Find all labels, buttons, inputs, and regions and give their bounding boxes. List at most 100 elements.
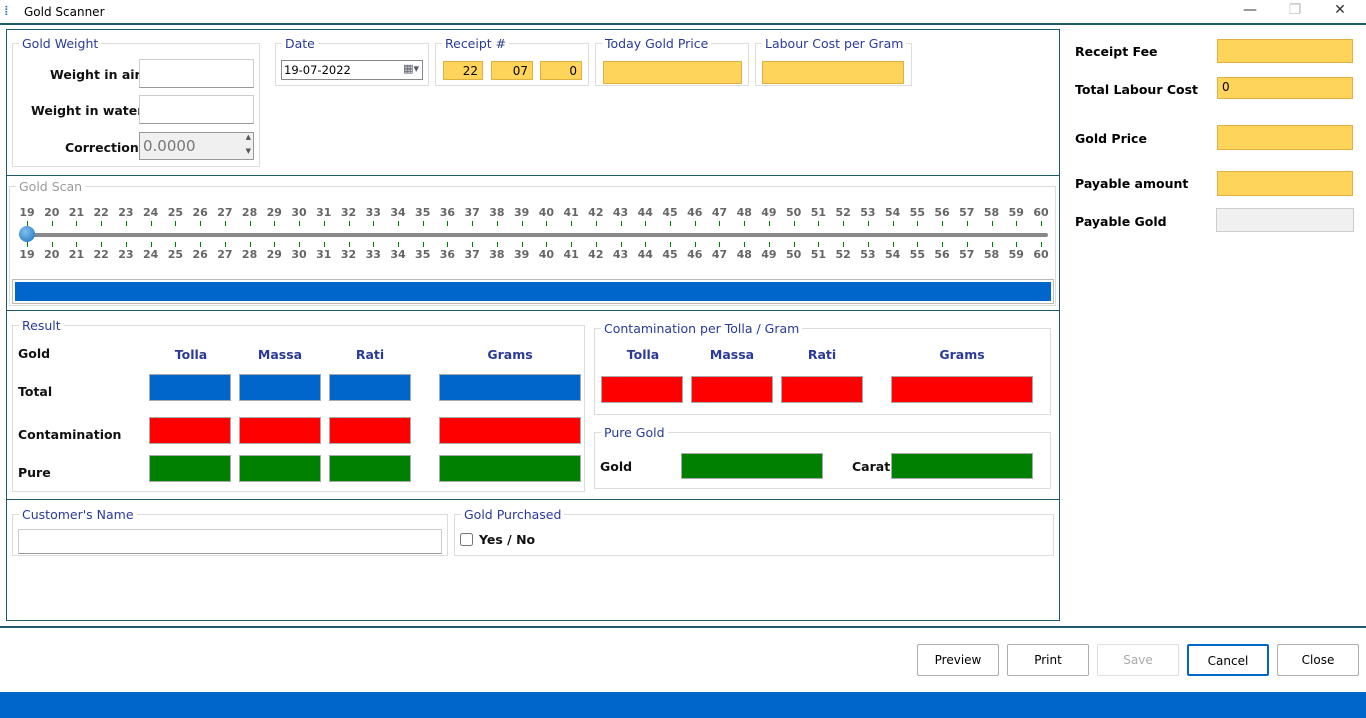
save-button[interactable]: Save: [1097, 644, 1179, 676]
contamination-cell: [601, 376, 683, 403]
tick-label: 40: [538, 206, 555, 219]
contamination-col-header: Massa: [709, 347, 755, 362]
tick-label: 29: [266, 206, 282, 219]
close-button[interactable]: Close: [1277, 644, 1359, 676]
tick-mark: [917, 221, 919, 226]
cancel-button[interactable]: Cancel: [1187, 644, 1269, 676]
tick-label: 27: [217, 248, 233, 261]
tick-mark: [76, 242, 78, 247]
tick-label: 39: [513, 206, 530, 219]
tick-mark: [224, 221, 226, 226]
tick-label: 59: [1008, 206, 1024, 219]
tick-mark: [892, 242, 894, 247]
tick-label: 21: [68, 206, 85, 219]
tick-label: 51: [810, 206, 827, 219]
tick-label: 43: [612, 206, 629, 219]
purchased-checkbox[interactable]: [460, 533, 473, 546]
tick-mark: [966, 221, 968, 226]
payable-gold-label: Payable Gold: [1075, 214, 1167, 229]
preview-button[interactable]: Preview: [917, 644, 999, 676]
tick-mark: [125, 221, 127, 226]
tick-label: 59: [1008, 248, 1024, 261]
group-title: Result: [22, 318, 61, 333]
scan-slider-track[interactable]: [22, 233, 1048, 237]
tick-mark: [472, 242, 474, 247]
tick-mark: [323, 221, 325, 226]
customer-group: Customer's Name: [12, 507, 448, 556]
result-cell: [329, 374, 411, 401]
tick-mark: [843, 242, 845, 247]
contamination-cell: [691, 376, 773, 403]
receipt-year[interactable]: 22: [443, 61, 483, 80]
contamination-cell: [891, 376, 1033, 403]
tick-label: 29: [266, 248, 282, 261]
labour-input[interactable]: [762, 61, 904, 84]
receipt-month[interactable]: 07: [491, 61, 533, 80]
chevron-down-icon[interactable]: ▼: [245, 147, 251, 155]
tick-label: 41: [563, 248, 579, 261]
gold-price-input[interactable]: [603, 61, 742, 84]
tick-label: 19: [19, 248, 35, 261]
tick-mark: [447, 242, 449, 247]
result-cell: [149, 374, 231, 401]
tick-mark: [818, 221, 820, 226]
result-col-header: Grams: [487, 347, 533, 362]
gold-price-label: Gold Price: [1075, 131, 1147, 146]
print-button[interactable]: Print: [1007, 644, 1089, 676]
result-row-label: Pure: [18, 465, 51, 480]
tick-mark: [397, 221, 399, 226]
customer-name-input[interactable]: [18, 529, 442, 554]
scan-slider-thumb[interactable]: [19, 226, 35, 242]
tick-label: 33: [365, 206, 381, 219]
tick-label: 50: [786, 206, 802, 219]
pure-gold-value: [681, 453, 823, 479]
minimize-button[interactable]: —: [1243, 2, 1257, 18]
receipt-number[interactable]: 0: [540, 61, 582, 80]
tick-label: 49: [761, 248, 777, 261]
tick-label: 26: [192, 248, 208, 261]
tick-label: 52: [835, 248, 851, 261]
tick-mark: [274, 242, 276, 247]
tick-label: 45: [662, 206, 678, 219]
tick-mark: [200, 221, 202, 226]
divider: [6, 499, 1060, 500]
tick-label: 20: [44, 206, 60, 219]
tick-mark: [348, 242, 350, 247]
tick-label: 31: [316, 248, 332, 261]
weight-air-input[interactable]: [139, 59, 254, 88]
pure-gold-group: Pure Gold: [594, 425, 1051, 489]
receipt-fee-input[interactable]: [1217, 39, 1353, 63]
title-bar: ⦙ Gold Scanner — ❐ ✕: [0, 0, 1366, 24]
contamination-col-header: Rati: [807, 347, 837, 362]
tick-label: 22: [93, 206, 109, 219]
tick-label: 36: [439, 248, 456, 261]
weight-water-input[interactable]: [139, 95, 254, 124]
result-cell: [239, 417, 321, 444]
maximize-button[interactable]: ❐: [1288, 2, 1302, 18]
tick-mark: [496, 242, 498, 247]
total-labour-label: Total Labour Cost: [1075, 82, 1199, 97]
chevron-up-icon[interactable]: ▲: [245, 133, 251, 141]
content-frame: [0, 23, 1366, 628]
calendar-icon[interactable]: ▦▾: [403, 62, 419, 75]
labour-group: Labour Cost per Gram: [755, 36, 912, 86]
tick-mark: [397, 242, 399, 247]
tick-label: 25: [167, 248, 184, 261]
tick-label: 23: [118, 248, 134, 261]
tick-mark: [521, 242, 523, 247]
tick-label: 41: [563, 206, 579, 219]
tick-label: 58: [983, 206, 1000, 219]
tick-mark: [571, 242, 573, 247]
correction-stepper[interactable]: 0.0000 ▲ ▼: [139, 132, 254, 160]
tick-label: 34: [390, 206, 406, 219]
close-window-button[interactable]: ✕: [1334, 2, 1346, 18]
date-picker[interactable]: 19-07-2022 ▦▾: [281, 60, 423, 80]
tick-mark: [51, 242, 53, 247]
tick-mark: [447, 221, 449, 226]
group-title: Gold Scan: [19, 179, 83, 194]
gold-price-total: [1217, 125, 1353, 150]
tick-mark: [546, 242, 548, 247]
tick-mark: [991, 221, 993, 226]
tick-mark: [694, 221, 696, 226]
tick-label: 20: [44, 248, 60, 261]
